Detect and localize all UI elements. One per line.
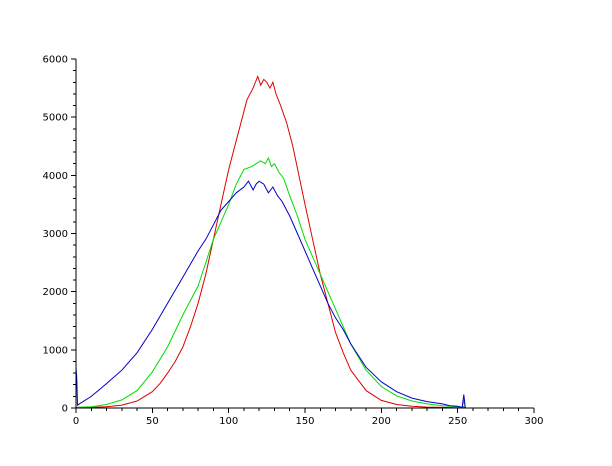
- y-tick-label: 3000: [43, 229, 68, 240]
- x-tick-label: 250: [448, 416, 467, 427]
- series-line-3: [75, 180, 466, 409]
- x-tick-label: 200: [372, 416, 391, 427]
- y-tick-label: 4000: [43, 171, 68, 182]
- x-tick-label: 0: [73, 416, 79, 427]
- x-tick-label: 50: [146, 416, 159, 427]
- series-line-1: [76, 74, 466, 409]
- y-tick-label: 5000: [43, 113, 68, 124]
- y-tick-label: 1000: [43, 345, 68, 356]
- x-tick-label: 300: [524, 416, 543, 427]
- ticks-layer: 0 1000 2000 3000 4000 5000 6000 0 50 100 150 200 250…: [43, 55, 544, 428]
- y-tick-label: 0: [62, 404, 68, 415]
- x-tick-label: 150: [295, 416, 314, 427]
- series-line-2: [75, 156, 466, 408]
- x-tick-label: 100: [219, 416, 238, 427]
- series-layer: [75, 74, 466, 409]
- y-tick-label: 2000: [43, 287, 68, 298]
- y-tick-label: 6000: [43, 55, 68, 66]
